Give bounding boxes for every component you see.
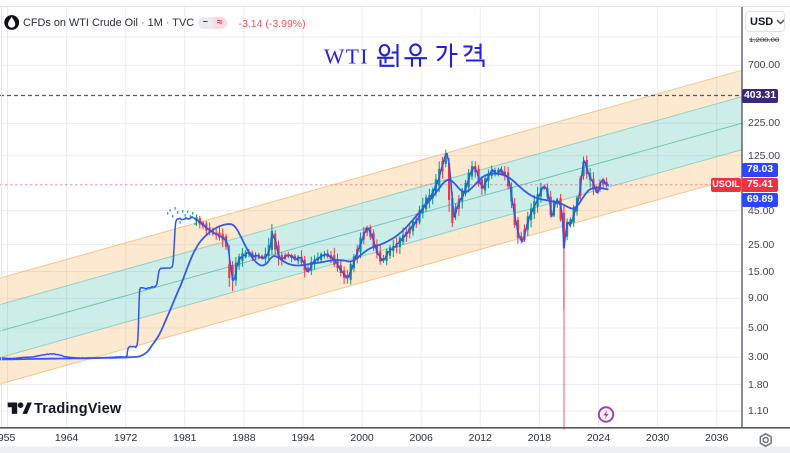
svg-text:WTI: WTI <box>324 45 369 69</box>
